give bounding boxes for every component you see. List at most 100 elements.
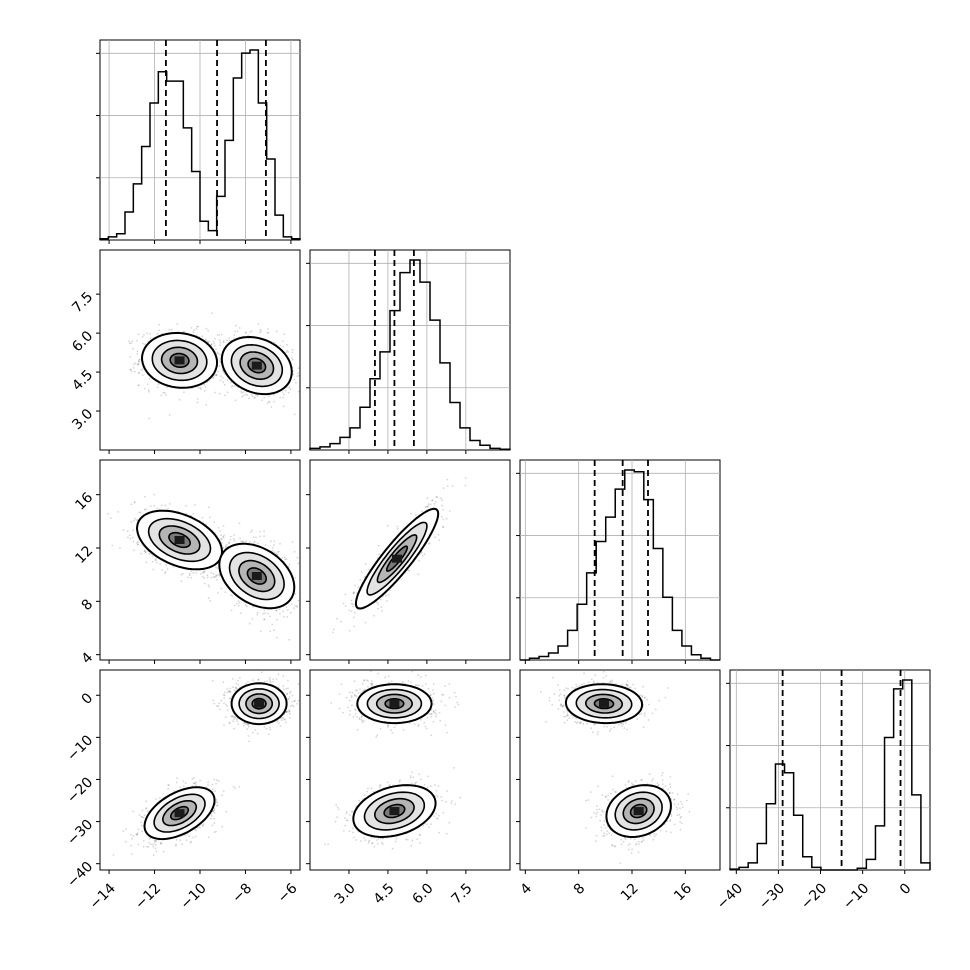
scatter-point [196, 326, 199, 328]
scatter-point [234, 330, 237, 333]
scatter-point [216, 804, 219, 807]
scatter-point [191, 778, 194, 780]
scatter-point [148, 553, 151, 555]
scatter-point [187, 576, 189, 579]
scatter-point [260, 330, 262, 333]
scatter-point [164, 563, 167, 566]
scatter-point [168, 784, 170, 787]
scatter-point [218, 353, 220, 355]
scatter-point [267, 612, 270, 615]
scatter-point [136, 519, 138, 522]
scatter-point [217, 780, 220, 782]
scatter-point [136, 832, 139, 834]
scatter-point [220, 375, 222, 377]
hist-panel-3 [726, 669, 931, 871]
scatter-point [132, 835, 135, 838]
scatter-point [147, 846, 150, 848]
scatter-point [283, 556, 286, 559]
scatter-point [168, 329, 171, 331]
scatter-point [297, 562, 300, 565]
scatter-point [166, 568, 169, 570]
scatter-point [252, 731, 255, 734]
scatter-point [221, 333, 223, 336]
scatter-point [190, 576, 193, 579]
scatter-point [213, 778, 216, 781]
scatter-point [272, 678, 275, 680]
scatter-point [224, 591, 227, 593]
scatter-point [162, 850, 165, 853]
scatter-point [263, 618, 266, 621]
scatter-point [210, 815, 213, 817]
scatter-point [263, 609, 266, 612]
scatter-point [219, 341, 222, 344]
scatter-point [238, 522, 241, 525]
scatter-point [218, 708, 221, 711]
scatter-point [256, 542, 259, 545]
scatter-point [295, 381, 297, 384]
scatter-point [132, 529, 135, 532]
scatter-point [136, 340, 138, 342]
scatter-point [143, 814, 146, 817]
scatter-point [143, 549, 146, 552]
scatter-point [210, 571, 213, 574]
scatter-point [219, 530, 222, 532]
scatter-point [221, 377, 224, 379]
scatter-point [144, 551, 147, 553]
scatter-point [173, 790, 175, 792]
scatter-point [296, 375, 299, 378]
scatter-point [145, 800, 148, 803]
scatter-point [197, 387, 200, 389]
scatter-point [138, 359, 141, 361]
scatter-point [233, 534, 235, 536]
scatter-point [288, 711, 291, 713]
scatter-point [207, 329, 210, 332]
scatter-point [256, 395, 259, 397]
scatter-point [216, 591, 219, 594]
scatter-point [242, 540, 245, 543]
scatter-point [291, 348, 294, 351]
scatter-point [228, 541, 230, 544]
scatter-point [288, 386, 291, 389]
scatter-point [291, 358, 294, 361]
scatter-point [176, 777, 178, 779]
scatter-point [130, 370, 133, 373]
scatter-point [205, 404, 208, 406]
scatter-point [207, 597, 210, 600]
scatter-point [285, 721, 287, 724]
scatter-point [246, 394, 249, 396]
scatter-point [255, 536, 257, 539]
scatter-point [132, 347, 135, 350]
scatter-point [195, 328, 198, 330]
scatter-point [141, 830, 144, 833]
scatter-point [127, 536, 129, 539]
scatter-point [190, 840, 193, 843]
scatter-point [259, 328, 262, 331]
scatter-point [185, 839, 188, 841]
scatter-point [287, 679, 289, 682]
scatter-point [239, 537, 241, 539]
scatter-point [241, 392, 243, 394]
scatter-point [266, 331, 269, 334]
scatter-point [250, 330, 253, 332]
scatter-point [215, 566, 217, 569]
scatter-point [203, 570, 206, 572]
scatter-point [244, 332, 247, 335]
scatter-point [154, 844, 157, 846]
scatter-point [281, 391, 284, 393]
scatter-point [130, 520, 133, 523]
scatter-point [147, 340, 149, 343]
scatter-point [281, 340, 284, 343]
scatter-point [213, 342, 215, 345]
scatter-point [198, 826, 201, 829]
hist-panel-0 [96, 39, 301, 241]
scatter-point [277, 673, 280, 676]
scatter-point [285, 351, 288, 354]
scatter-point [205, 327, 208, 330]
scatter-point [220, 534, 223, 537]
scatter-point [251, 618, 254, 620]
scatter-point [135, 833, 138, 836]
scatter-point [140, 821, 142, 824]
scatter-point [219, 354, 222, 357]
scatter-point [219, 357, 222, 360]
scatter-point [219, 344, 221, 347]
